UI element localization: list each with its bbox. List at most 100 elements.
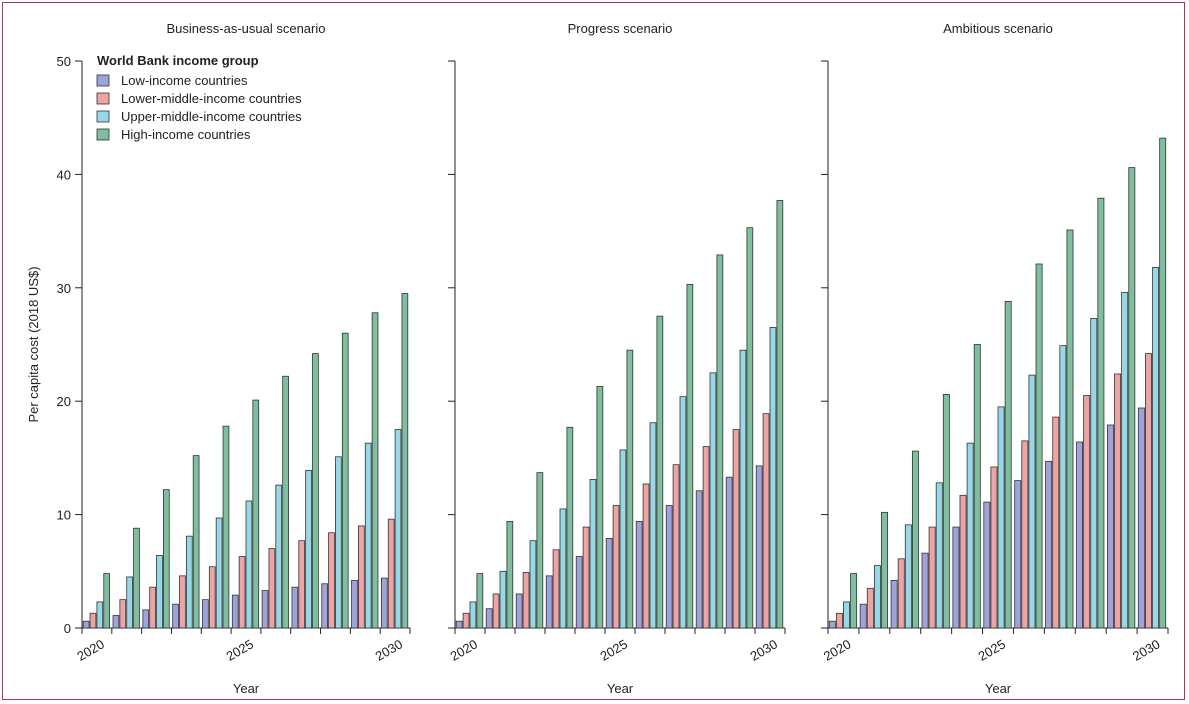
- bar-2-0-9: [1107, 424, 1114, 629]
- bar-2-2-4: [966, 442, 974, 629]
- legend-swatch-3: [96, 128, 110, 141]
- bar-1-0-1: [485, 608, 493, 629]
- bar-2-3-9: [1128, 167, 1136, 629]
- bar-2-0-3: [921, 552, 929, 629]
- bar-1-2-1: [499, 570, 507, 629]
- bar-0-2-5: [245, 500, 253, 629]
- y-tick-label: 40: [57, 167, 71, 182]
- bar-1-0-9: [725, 476, 733, 629]
- chart-panel-1: Progress scenario 2020 2025 2030 Year: [447, 21, 786, 696]
- bar-0-1-8: [328, 532, 335, 629]
- y-tick-label: 10: [57, 508, 71, 523]
- bar-0-3-0: [103, 573, 111, 629]
- chart-panel-2: Ambitious scenario 2020 2025 2030 Year: [821, 21, 1169, 696]
- bar-0-1-10: [387, 518, 395, 629]
- bar-2-0-7: [1045, 460, 1053, 629]
- bar-0-3-8: [341, 332, 349, 629]
- x-axis-label: Year: [233, 681, 260, 696]
- bar-1-2-3: [559, 508, 567, 629]
- bar-2-3-6: [1035, 263, 1043, 629]
- bar-2-1-4: [959, 494, 967, 629]
- bar-0-3-6: [282, 375, 289, 629]
- legend-label-1: Lower-middle-income countries: [121, 91, 302, 106]
- x-tick-label: 2020: [447, 636, 480, 663]
- bar-0-1-1: [119, 599, 127, 629]
- bar-2-0-0: [828, 620, 836, 629]
- bar-0-1-0: [89, 612, 97, 629]
- bar-2-1-3: [928, 526, 936, 629]
- panel-title: Business-as-usual scenario: [167, 21, 326, 36]
- bar-0-0-10: [380, 577, 388, 629]
- bar-2-2-1: [873, 565, 881, 629]
- bar-1-3-0: [476, 573, 484, 629]
- x-tick-label: 2030: [373, 636, 406, 663]
- legend-title: World Bank income group: [97, 53, 259, 68]
- x-tick-label: 2020: [74, 636, 107, 663]
- bar-0-1-6: [268, 548, 276, 629]
- y-tick-label: 0: [64, 621, 71, 636]
- bar-1-2-4: [589, 479, 597, 629]
- y-tick-label: 30: [57, 281, 71, 296]
- bar-0-0-3: [172, 603, 179, 629]
- bar-0-2-0: [96, 601, 104, 629]
- bar-2-1-10: [1145, 353, 1152, 629]
- bar-2-1-6: [1021, 440, 1029, 629]
- bar-2-3-0: [850, 573, 858, 629]
- bar-1-1-8: [702, 446, 710, 629]
- bar-1-1-0: [462, 612, 470, 629]
- bar-1-2-10: [769, 327, 777, 629]
- bar-2-2-8: [1090, 318, 1098, 629]
- bar-0-2-9: [364, 442, 372, 629]
- bar-1-2-0: [469, 601, 477, 629]
- bar-0-1-5: [238, 556, 246, 629]
- bar-1-3-1: [506, 521, 514, 629]
- bar-1-1-4: [582, 526, 590, 629]
- bar-0-3-3: [192, 455, 200, 629]
- bar-0-0-2: [142, 609, 150, 629]
- x-tick-label: 2025: [223, 636, 256, 663]
- x-tick-label: 2025: [975, 636, 1008, 663]
- bar-2-0-10: [1137, 407, 1145, 629]
- bar-2-2-5: [997, 406, 1005, 629]
- bar-1-3-7: [686, 283, 694, 629]
- bar-2-2-3: [935, 482, 943, 629]
- legend-swatch-1: [96, 92, 110, 105]
- chart-panel-0: Business-as-usual scenario01020304050202…: [26, 21, 411, 696]
- bar-2-1-0: [835, 612, 843, 629]
- y-axis-label: Per capita cost (2018 US$): [26, 266, 41, 422]
- bar-1-3-4: [596, 386, 604, 629]
- legend-label-3: High-income countries: [121, 127, 251, 142]
- bar-0-0-6: [261, 590, 269, 629]
- legend-swatch-0: [96, 74, 110, 87]
- bar-1-3-8: [716, 254, 724, 629]
- bar-2-0-8: [1076, 441, 1084, 629]
- legend: World Bank income group Low-income countr…: [96, 53, 302, 142]
- bar-2-0-2: [890, 579, 898, 629]
- bar-2-0-5: [983, 501, 991, 629]
- bar-1-2-8: [709, 372, 717, 629]
- bar-0-3-2: [162, 489, 170, 629]
- bar-1-0-5: [605, 538, 613, 629]
- bar-0-2-4: [215, 517, 223, 629]
- x-axis-label: Year: [607, 681, 634, 696]
- bar-2-1-8: [1083, 395, 1091, 629]
- x-tick-label: 2030: [1130, 636, 1163, 663]
- bar-1-0-7: [665, 505, 673, 629]
- bar-1-2-9: [739, 349, 747, 629]
- bar-0-3-7: [312, 353, 319, 629]
- bar-0-0-4: [202, 599, 209, 629]
- bar-2-3-8: [1097, 197, 1105, 629]
- bar-1-0-2: [515, 593, 523, 629]
- bar-0-0-7: [291, 586, 299, 629]
- bar-1-2-2: [529, 540, 537, 629]
- bar-2-2-7: [1059, 345, 1067, 629]
- bar-1-2-7: [679, 396, 687, 629]
- panel-title: Progress scenario: [568, 21, 673, 36]
- bar-0-1-3: [179, 575, 186, 629]
- bar-1-1-1: [492, 593, 500, 629]
- bar-2-3-4: [973, 344, 981, 629]
- bar-1-3-5: [626, 349, 634, 629]
- legend-label-2: Upper-middle-income countries: [121, 109, 302, 124]
